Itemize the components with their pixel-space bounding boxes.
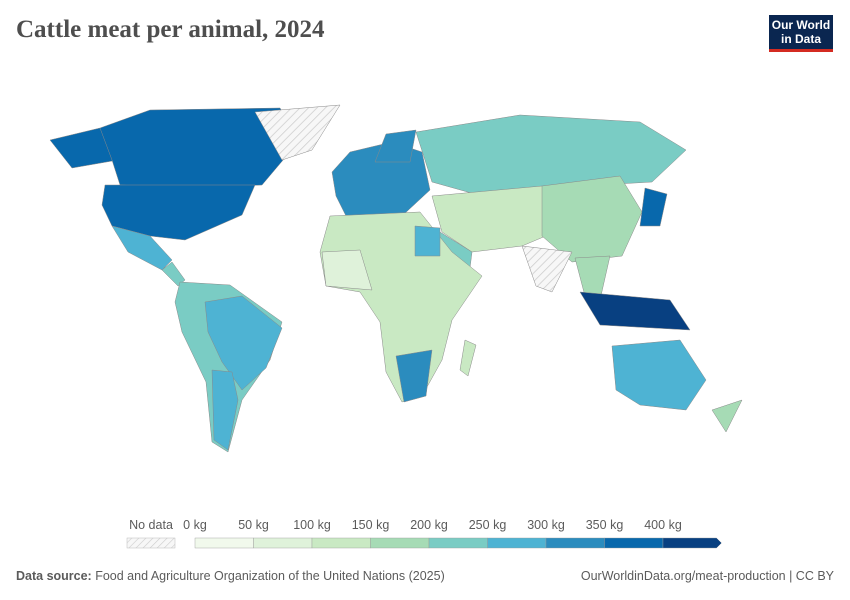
legend-label: 400 kg xyxy=(644,518,682,532)
legend-bar xyxy=(126,537,722,549)
legend-no-data-label: No data xyxy=(129,518,173,532)
country-mexico[interactable] xyxy=(111,225,173,271)
source-label: Data source: xyxy=(16,569,92,583)
legend-label: 250 kg xyxy=(468,518,507,532)
country-scandinavia[interactable] xyxy=(374,129,417,163)
logo-line2: in Data xyxy=(780,32,821,46)
country-australia[interactable] xyxy=(611,339,707,411)
legend-label: 0 kg xyxy=(183,518,207,532)
legend-bin xyxy=(487,537,547,549)
legend-bin xyxy=(545,537,605,549)
legend-label: 100 kg xyxy=(293,518,331,532)
legend-label: 50 kg xyxy=(238,518,269,532)
legend-bin xyxy=(604,537,664,549)
country-japan[interactable] xyxy=(639,187,668,227)
data-source: Data source: Food and Agriculture Organi… xyxy=(16,569,445,583)
country-russia[interactable] xyxy=(415,114,687,197)
chart-title: Cattle meat per animal, 2024 xyxy=(16,16,325,43)
country-central-america[interactable] xyxy=(161,261,186,287)
legend-no-data-swatch xyxy=(126,537,176,549)
country-china[interactable] xyxy=(541,175,643,263)
legend-bin xyxy=(428,537,488,549)
footer-url[interactable]: OurWorldinData.org/meat-production | CC … xyxy=(580,569,834,583)
country-usa[interactable] xyxy=(101,184,256,241)
legend-bin xyxy=(194,537,254,549)
logo-line1: Our World xyxy=(771,18,831,32)
country-new-zealand[interactable] xyxy=(711,399,743,433)
country-madagascar[interactable] xyxy=(459,339,477,377)
country-indonesia[interactable] xyxy=(579,291,691,331)
legend-label: 200 kg xyxy=(410,518,448,532)
legend-label: 350 kg xyxy=(585,518,624,532)
country-brazil[interactable] xyxy=(204,295,283,391)
country-argentina[interactable] xyxy=(211,369,239,451)
legend: No data 0 kg 50 kg 100 kg 150 kg 200 kg 250 k… xyxy=(0,515,850,555)
country-greenland[interactable] xyxy=(254,104,341,161)
country-south-africa[interactable] xyxy=(395,349,433,403)
legend-bin xyxy=(662,537,722,549)
country-west-africa[interactable] xyxy=(321,249,373,291)
legend-bin xyxy=(370,537,430,549)
legend-label: 150 kg xyxy=(351,518,390,532)
legend-bin xyxy=(253,537,313,549)
owid-logo[interactable]: Our World in Data xyxy=(769,15,833,52)
world-map xyxy=(49,104,743,453)
country-egypt[interactable] xyxy=(414,225,441,257)
country-canada[interactable] xyxy=(99,107,301,189)
legend-label: 300 kg xyxy=(527,518,565,532)
country-india[interactable] xyxy=(521,245,573,293)
legend-bin xyxy=(311,537,371,549)
source-text: Food and Agriculture Organization of the… xyxy=(95,569,445,583)
